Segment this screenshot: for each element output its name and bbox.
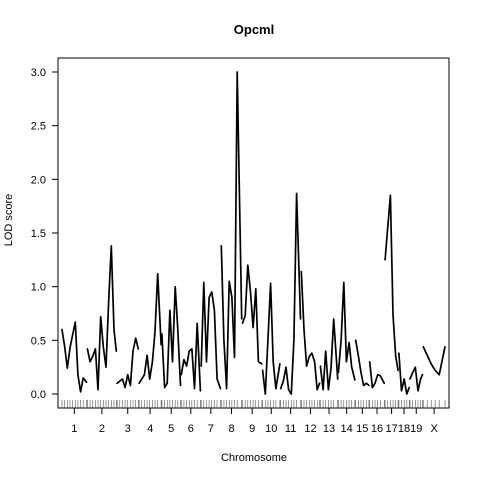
chromosome-line-8: [220, 71, 243, 390]
y-axis-label: LOD score: [3, 194, 15, 247]
x-tick-label: 5: [168, 423, 174, 435]
chromosome-line-19: [409, 366, 424, 392]
x-tick-label: 1: [71, 423, 77, 435]
chromosome-line-14: [337, 281, 356, 381]
x-tick-label: 15: [356, 423, 368, 435]
chromosome-line-6: [180, 322, 202, 392]
lod-series: [61, 71, 446, 395]
chromosome-line-9: [241, 264, 263, 365]
x-tick-label: 17: [385, 423, 397, 435]
y-tick-label: 2.5: [31, 121, 46, 133]
chart-title: Opcml: [234, 22, 274, 37]
chromosome-line-16: [368, 360, 386, 389]
y-tick-label: 3.0: [31, 67, 46, 79]
chromosome-line-1: [61, 321, 88, 393]
x-tick-label: 2: [99, 423, 105, 435]
x-tick-label: 3: [125, 423, 131, 435]
y-axis: 0.0 0.5 1.0 1.5 2.0 2.5 3.0: [31, 67, 58, 401]
chromosome-line-12: [300, 270, 321, 391]
y-tick-label: 1.5: [31, 228, 46, 240]
chromosome-line-5: [161, 285, 182, 389]
chromosome-line-18: [398, 352, 411, 395]
chromosome-line-11: [279, 192, 302, 395]
x-tick-label: 14: [341, 423, 353, 435]
chromosome-line-3: [116, 337, 140, 389]
chromosome-line-10: [261, 282, 281, 395]
chromosome-line-X: [422, 345, 446, 376]
chromosome-line-17: [384, 194, 399, 372]
chromosome-line-13: [319, 318, 339, 391]
x-tick-label: 7: [208, 423, 214, 435]
x-axis-label: Chromosome: [221, 452, 287, 464]
marker-rug: [61, 400, 446, 408]
chromosome-line-2: [86, 245, 118, 391]
x-tick-label: 10: [265, 423, 277, 435]
x-tick-label: 4: [147, 423, 153, 435]
chromosome-line-15: [354, 339, 370, 387]
y-tick-label: 0.5: [31, 335, 46, 347]
x-tick-label: 8: [228, 423, 234, 435]
chromosome-line-7: [200, 281, 222, 390]
y-tick-label: 2.0: [31, 174, 46, 186]
y-tick-label: 0.0: [31, 389, 46, 401]
x-tick-label: 11: [285, 423, 296, 435]
x-tick-label: 18: [398, 423, 410, 435]
x-tick-label: 19: [410, 423, 422, 435]
x-tick-label: 9: [249, 423, 255, 435]
x-tick-label: 6: [188, 423, 194, 435]
y-tick-label: 1.0: [31, 282, 46, 294]
x-tick-label: 12: [304, 423, 316, 435]
x-tick-label: X: [430, 423, 438, 435]
x-tick-label: 13: [323, 423, 335, 435]
chromosome-line-4: [138, 272, 162, 385]
plot-frame: [57, 57, 450, 409]
x-tick-label: 16: [371, 423, 383, 435]
x-axis: 1 2 3 4 5 6 7 8 9 10 11 12 13 14 15 16 17 18 19 X: [71, 408, 438, 435]
